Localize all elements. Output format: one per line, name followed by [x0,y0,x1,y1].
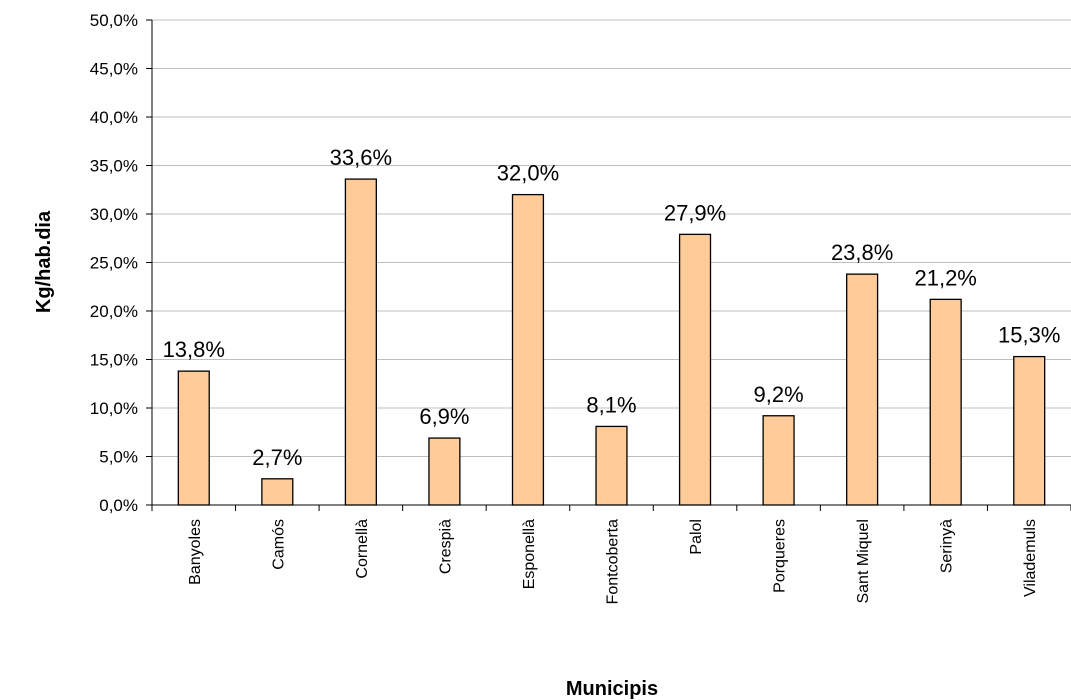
bar-vilademuls [1013,355,1046,506]
x-axis-title: Municipis [566,678,658,700]
data-label: 15,3% [998,323,1060,348]
y-tick-labels: 0,0% 5,0% 10,0% 15,0% 20,0% 25,0% 30,0% 35,0% 40… [90,11,138,515]
y-tick-label: 15,0% [90,351,138,370]
y-axis-title: Kg/hab.dia [33,210,55,313]
gridlines [152,19,1071,457]
y-tick-label: 20,0% [90,302,138,321]
bar-crespià [428,437,461,506]
data-labels: 13,8% 2,7% 33,6% 6,9% 32,0% 8,1% 27,9% 9,2% 23,8… [163,145,1061,470]
y-tick-label: 10,0% [90,399,138,418]
y-tick-label: 40,0% [90,108,138,127]
y-tick-label: 45,0% [90,60,138,79]
data-label: 2,7% [252,445,302,470]
data-label: 33,6% [330,145,392,170]
x-tick-label: Palol [688,519,705,555]
bar-esponellà [511,193,545,506]
x-tick-label: Vilademuls [1022,519,1039,597]
data-label: 9,2% [754,382,804,407]
data-label: 8,1% [586,392,636,417]
data-label: 23,8% [831,240,893,265]
y-tick-label: 0,0% [99,496,138,515]
data-label: 27,9% [664,200,726,225]
data-label: 21,2% [914,265,976,290]
y-tick-label: 25,0% [90,254,138,273]
y-tick-label: 5,0% [99,448,138,467]
data-label: 13,8% [163,337,225,362]
data-label: 6,9% [419,404,469,429]
bar-palol [678,233,712,506]
y-tick-label: 30,0% [90,205,138,224]
bar-porqueres [762,415,795,506]
bar-fontcoberta [595,425,628,506]
y-tick-label: 35,0% [90,157,138,176]
x-tick-label: Porqueres [772,519,789,593]
bar-cornellà [344,178,377,506]
bar-sant-miquel [846,273,879,506]
x-tick-label: Esponellà [521,519,538,589]
bar-camós [261,478,294,506]
y-tick-label: 50,0% [90,11,138,30]
data-label: 32,0% [497,161,559,186]
bar-serinyà [929,298,962,506]
x-tick-labels: Banyoles Camós Cornellà Crespià Esponellà Fon… [187,519,1039,604]
x-tick-label: Crespià [437,519,454,574]
x-tick-label: Banyoles [187,519,204,585]
x-tick-label: Cornellà [354,519,371,579]
bar-banyoles [177,370,210,506]
x-tick-label: Camós [270,519,287,570]
x-tick-label: Fontcoberta [605,519,622,604]
x-tick-label: Serinyà [939,519,956,573]
x-tick-label: Sant Miquel [855,519,872,604]
axes [146,19,1071,511]
